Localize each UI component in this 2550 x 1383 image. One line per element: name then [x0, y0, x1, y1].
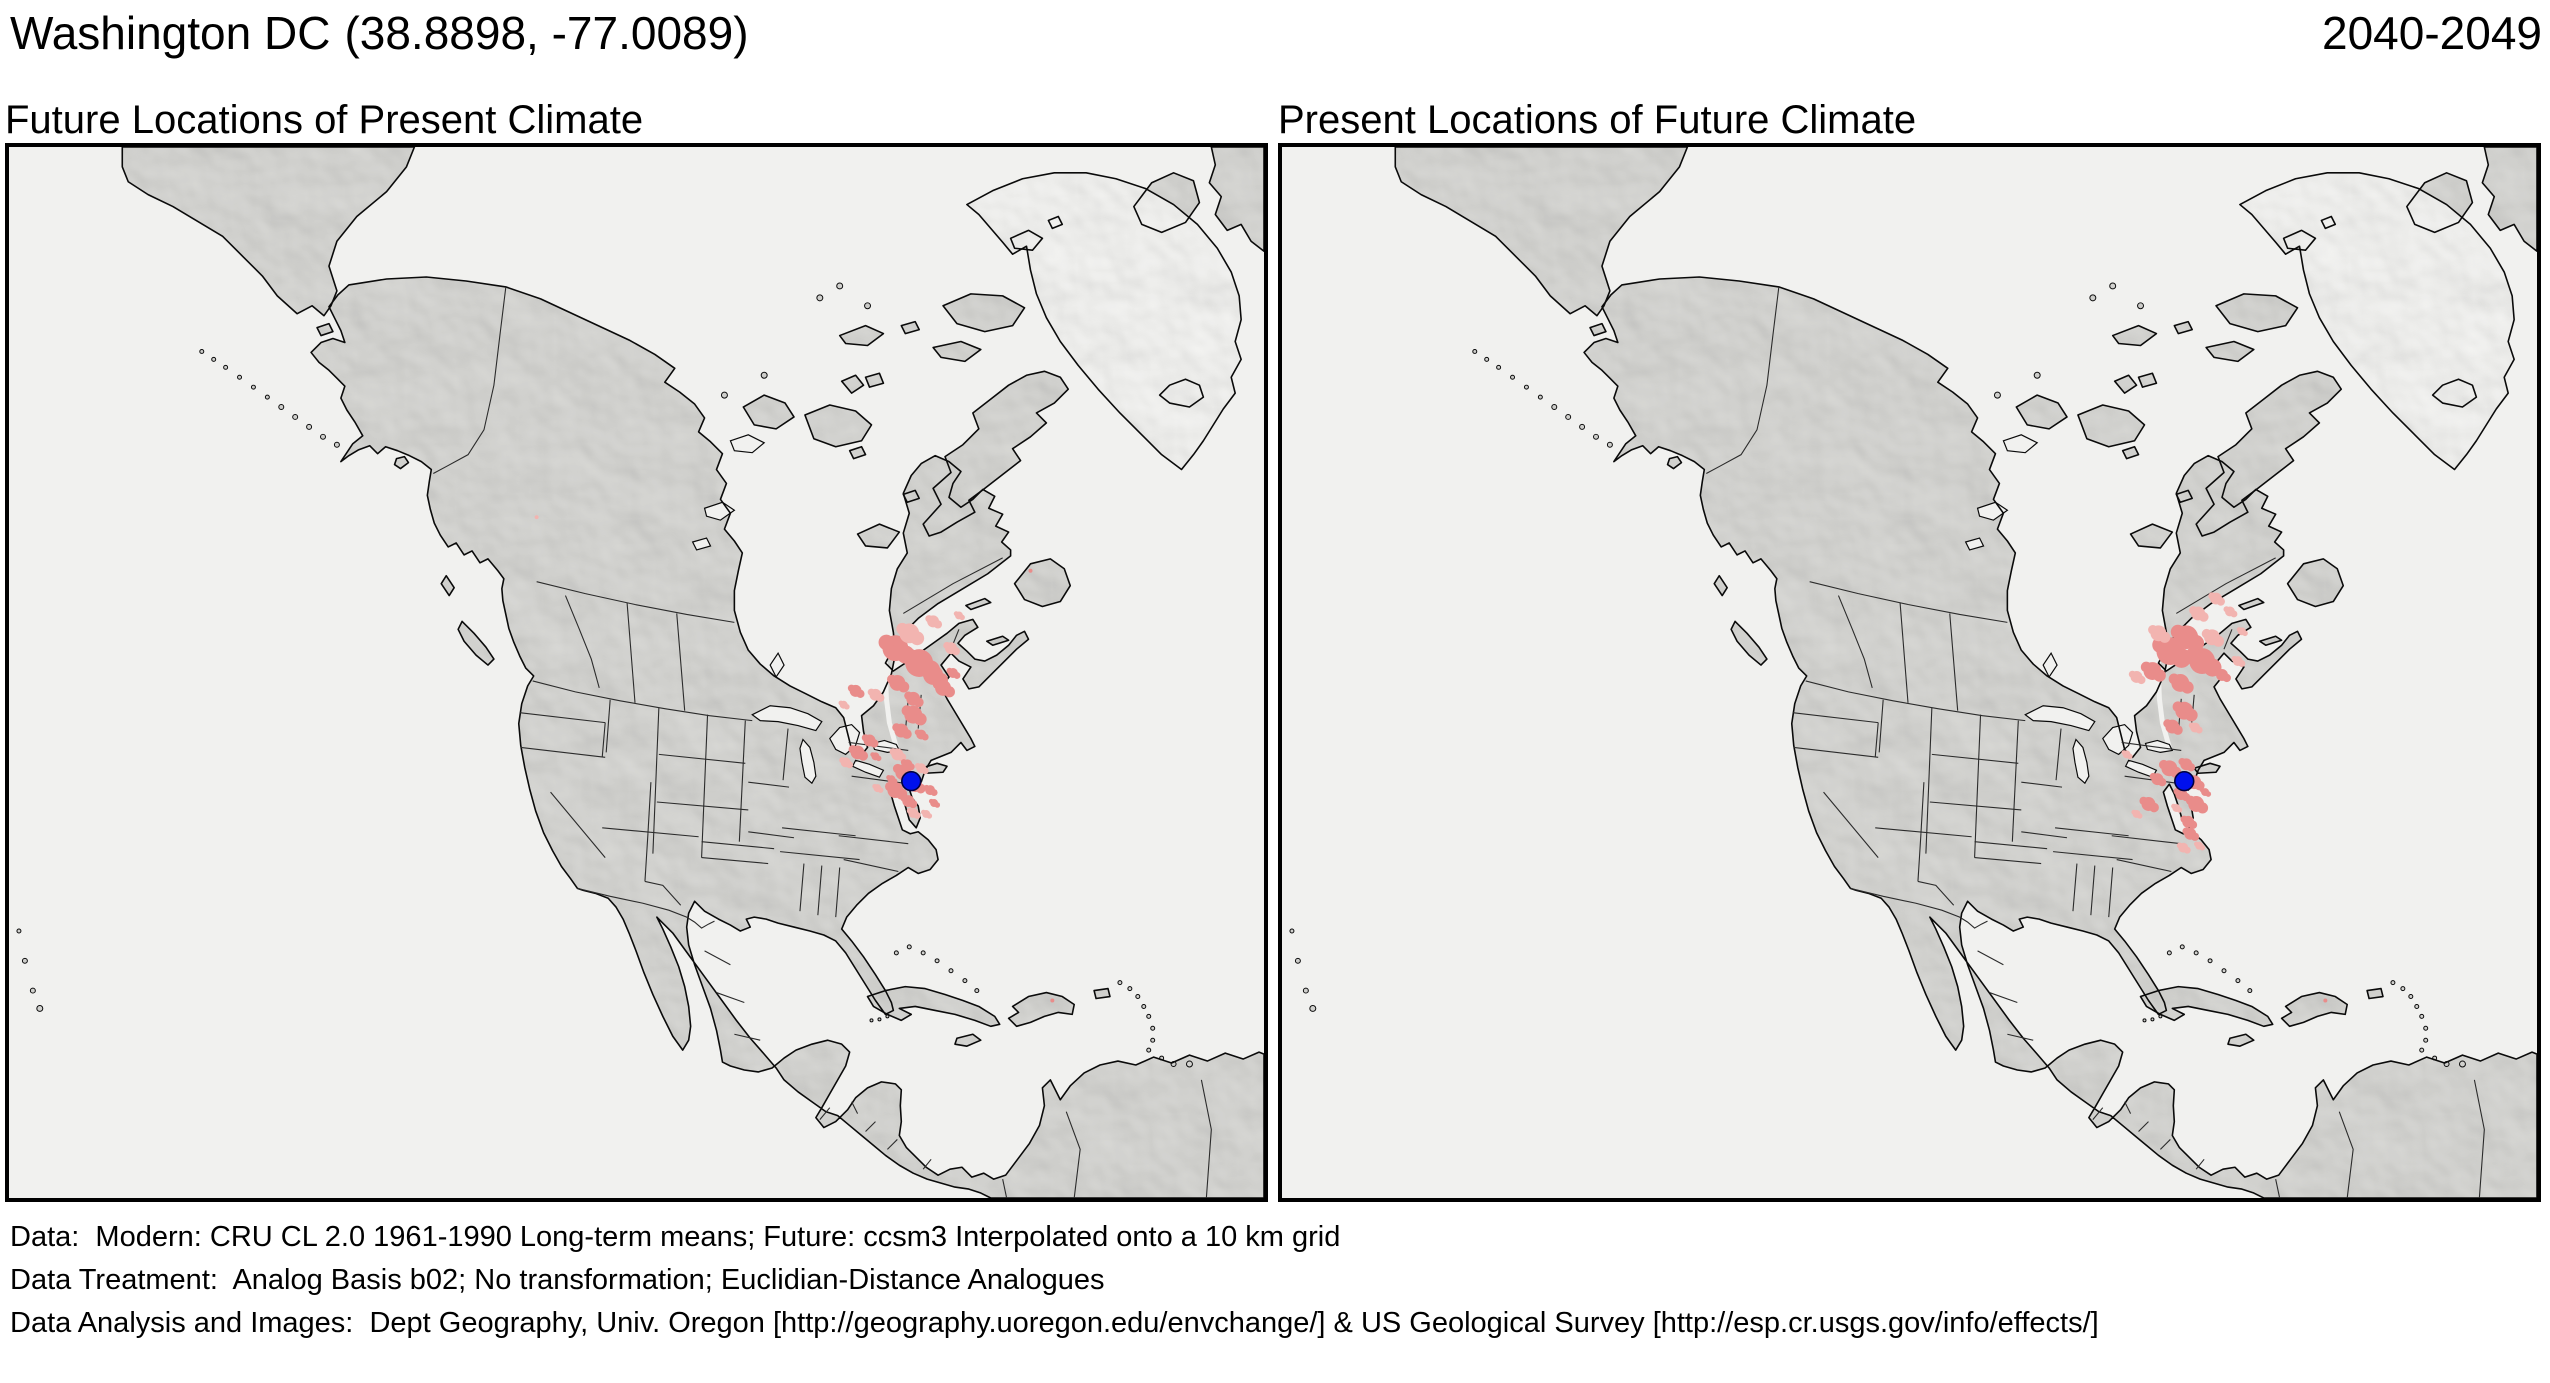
political-borders-group	[433, 286, 1212, 1198]
political-borders-group	[1706, 286, 2485, 1198]
location-name: Washington DC	[10, 7, 331, 59]
caption-data-treatment: Data Treatment: Analog Basis b02; No tra…	[10, 1264, 1105, 1296]
period-label: 2040-2049	[2322, 7, 2542, 59]
panel-title-present-locations: Present Locations of Future Climate	[1278, 98, 1917, 142]
map-present-locations-of-future-climate	[1278, 143, 2541, 1202]
lakes-group	[1964, 434, 2174, 785]
coastline-group	[1289, 147, 2537, 1198]
title-bar: Washington DC (38.8898, -77.0089) 2040-20…	[0, 0, 2550, 88]
map-future-locations-of-present-climate	[5, 143, 1268, 1202]
analog-regions-group	[2121, 592, 2328, 1003]
coastline-group	[16, 147, 1264, 1198]
panel-titles-row: Future Locations of Present Climate Pres…	[5, 88, 2550, 143]
location-marker	[901, 770, 922, 792]
panel-title-future-locations: Future Locations of Present Climate	[5, 98, 644, 142]
location-marker	[2174, 770, 2195, 792]
caption-credits: Data Analysis and Images: Dept Geography…	[10, 1307, 2099, 1339]
caption-data-source: Data: Modern: CRU CL 2.0 1961-1990 Long-…	[10, 1221, 1341, 1253]
maps-row	[5, 143, 2550, 1202]
map-canvas	[9, 147, 1264, 1198]
map-canvas	[1282, 147, 2537, 1198]
page-title: Washington DC (38.8898, -77.0089)	[10, 6, 749, 60]
figure-caption: Data: Modern: CRU CL 2.0 1961-1990 Long-…	[10, 1216, 2550, 1345]
location-coordinates: (38.8898, -77.0089)	[344, 7, 749, 59]
